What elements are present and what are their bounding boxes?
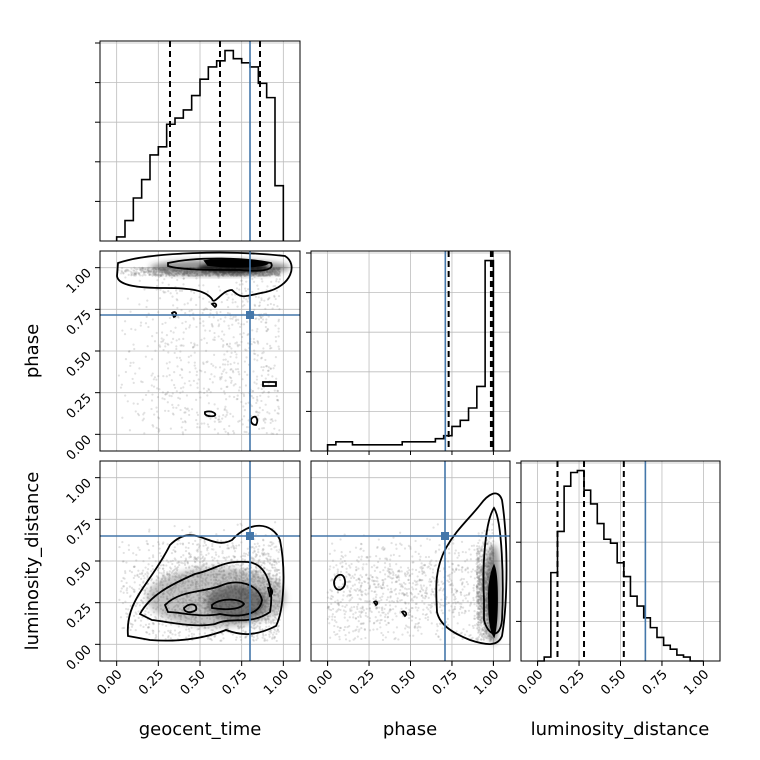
hist-bar: [411, 442, 419, 451]
scatter-geocent-time-vs-luminosity-distance-panel: [100, 461, 300, 661]
hist-bar: [183, 110, 191, 241]
x-tick-label: 0.00: [305, 667, 336, 698]
y-tick-label: 0.50: [64, 349, 95, 380]
hist-step-line: [537, 469, 704, 662]
y-tick-label: 0.75: [64, 518, 95, 549]
hist-bar: [611, 543, 618, 661]
hist-step-line: [326, 259, 495, 451]
x-tick-label: 1.00: [681, 667, 712, 698]
hist-bar: [469, 408, 477, 451]
x-axis-label-geocent-time: geocent_time: [139, 719, 262, 740]
x-axis-label-luminosity-distance: luminosity_distance: [531, 719, 710, 740]
x-tick-label: 0.75: [430, 667, 461, 698]
hist-bar: [344, 442, 352, 451]
hist-bar: [386, 445, 394, 451]
hist-bar: [328, 445, 336, 451]
hist-bar: [564, 486, 571, 661]
hist-bar: [267, 98, 275, 241]
x-tick-label: 0.00: [515, 667, 546, 698]
hist-bar: [477, 386, 485, 451]
hist-bar: [664, 645, 671, 661]
hist-bar: [361, 445, 369, 451]
hist-bar: [657, 637, 664, 661]
hist-bar: [435, 439, 443, 451]
hist-step-line: [115, 49, 285, 241]
hist-bar: [604, 539, 611, 661]
contours-geocent-time-luminosity-distance: [126, 524, 285, 642]
hist-bar: [125, 221, 133, 241]
histogram-phase-panel: [326, 251, 495, 451]
y-tick-label: 1.00: [64, 266, 95, 297]
contours-phase-luminosity-distance: [333, 492, 508, 645]
hist-bar: [624, 577, 631, 661]
tick-labels: 0.00 0.25 0.50 0.75 1.00 0.00 0.25 0.50 0.75 1.00…: [64, 266, 712, 698]
x-axis-label-phase: phase: [383, 719, 437, 740]
hist-bar: [133, 198, 141, 241]
hist-bar: [419, 442, 427, 451]
y-tick-label: 0.00: [64, 643, 95, 674]
hist-bar: [597, 524, 604, 661]
scatter-phase-vs-luminosity-distance-panel: [311, 461, 510, 661]
y-tick-label: 0.50: [64, 559, 95, 590]
hist-bar: [402, 442, 410, 451]
x-tick-label: 0.50: [388, 667, 419, 698]
y-tick-label: 0.25: [64, 391, 95, 422]
grid-lines: [100, 41, 720, 661]
hist-bar: [650, 628, 657, 661]
hist-bar: [427, 442, 435, 451]
axes-frame: [99, 40, 301, 242]
contours-geocent-time-phase: [116, 251, 293, 426]
y-tick-label: 0.00: [64, 433, 95, 464]
x-tick-label: 0.00: [94, 667, 125, 698]
x-tick-label: 0.75: [219, 667, 250, 698]
hist-bar: [208, 67, 216, 241]
y-tick-label: 0.75: [64, 308, 95, 339]
hist-bar: [175, 118, 183, 241]
y-tick-label: 1.00: [64, 476, 95, 507]
x-tick-label: 1.00: [261, 667, 292, 698]
hist-bar: [233, 59, 241, 241]
hist-bar: [571, 472, 578, 661]
scatter-geocent-time-vs-phase-panel: [100, 251, 300, 451]
hist-bar: [275, 186, 283, 241]
x-tick-label: 0.25: [347, 667, 378, 698]
hist-bar: [637, 606, 644, 661]
hist-bar: [158, 147, 166, 241]
histogram-luminosity-distance-panel: [537, 461, 704, 662]
hist-bar: [591, 504, 598, 661]
hist-bar: [142, 180, 150, 241]
hist-bar: [670, 649, 677, 661]
y-axis-label-luminosity-distance: luminosity_distance: [22, 472, 43, 651]
hist-bar: [394, 445, 402, 451]
hist-bar: [150, 155, 158, 241]
hist-bar: [352, 445, 360, 451]
y-tick-label: 0.25: [64, 601, 95, 632]
hist-bar: [192, 96, 200, 241]
y-axis-label-phase: phase: [22, 324, 43, 378]
hist-bar: [377, 445, 385, 451]
x-tick-label: 0.50: [178, 667, 209, 698]
hist-bar: [336, 442, 344, 451]
x-tick-label: 0.25: [136, 667, 167, 698]
hist-bar: [200, 79, 208, 241]
hist-bar: [452, 426, 460, 451]
hist-bar: [677, 655, 684, 661]
x-tick-label: 1.00: [471, 667, 502, 698]
x-tick-label: 0.50: [598, 667, 629, 698]
histogram-geocent-time-panel: [115, 41, 285, 241]
hist-bar: [460, 420, 468, 451]
hist-bar: [225, 51, 233, 241]
x-tick-label: 0.25: [557, 667, 588, 698]
hist-bar: [369, 445, 377, 451]
hist-bar: [250, 67, 258, 241]
hist-bar: [630, 596, 637, 661]
x-tick-label: 0.75: [640, 667, 671, 698]
hist-bar: [242, 63, 250, 241]
